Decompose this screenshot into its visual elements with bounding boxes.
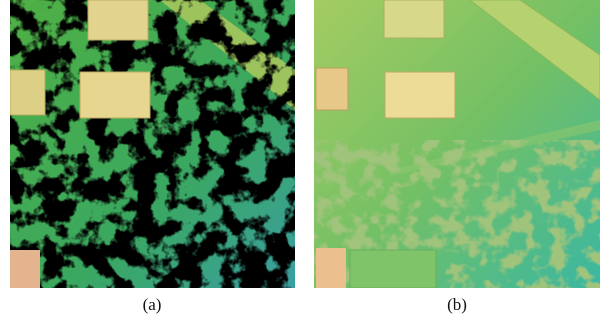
figure: (a) (b) [0,0,600,322]
page: (a) (b) (() => { const data = JSON.parse… [0,0,600,322]
caption: (b) [447,295,467,314]
caption: (a) [143,295,162,314]
panel-b-image [314,0,600,288]
panel-a-image [10,0,295,288]
